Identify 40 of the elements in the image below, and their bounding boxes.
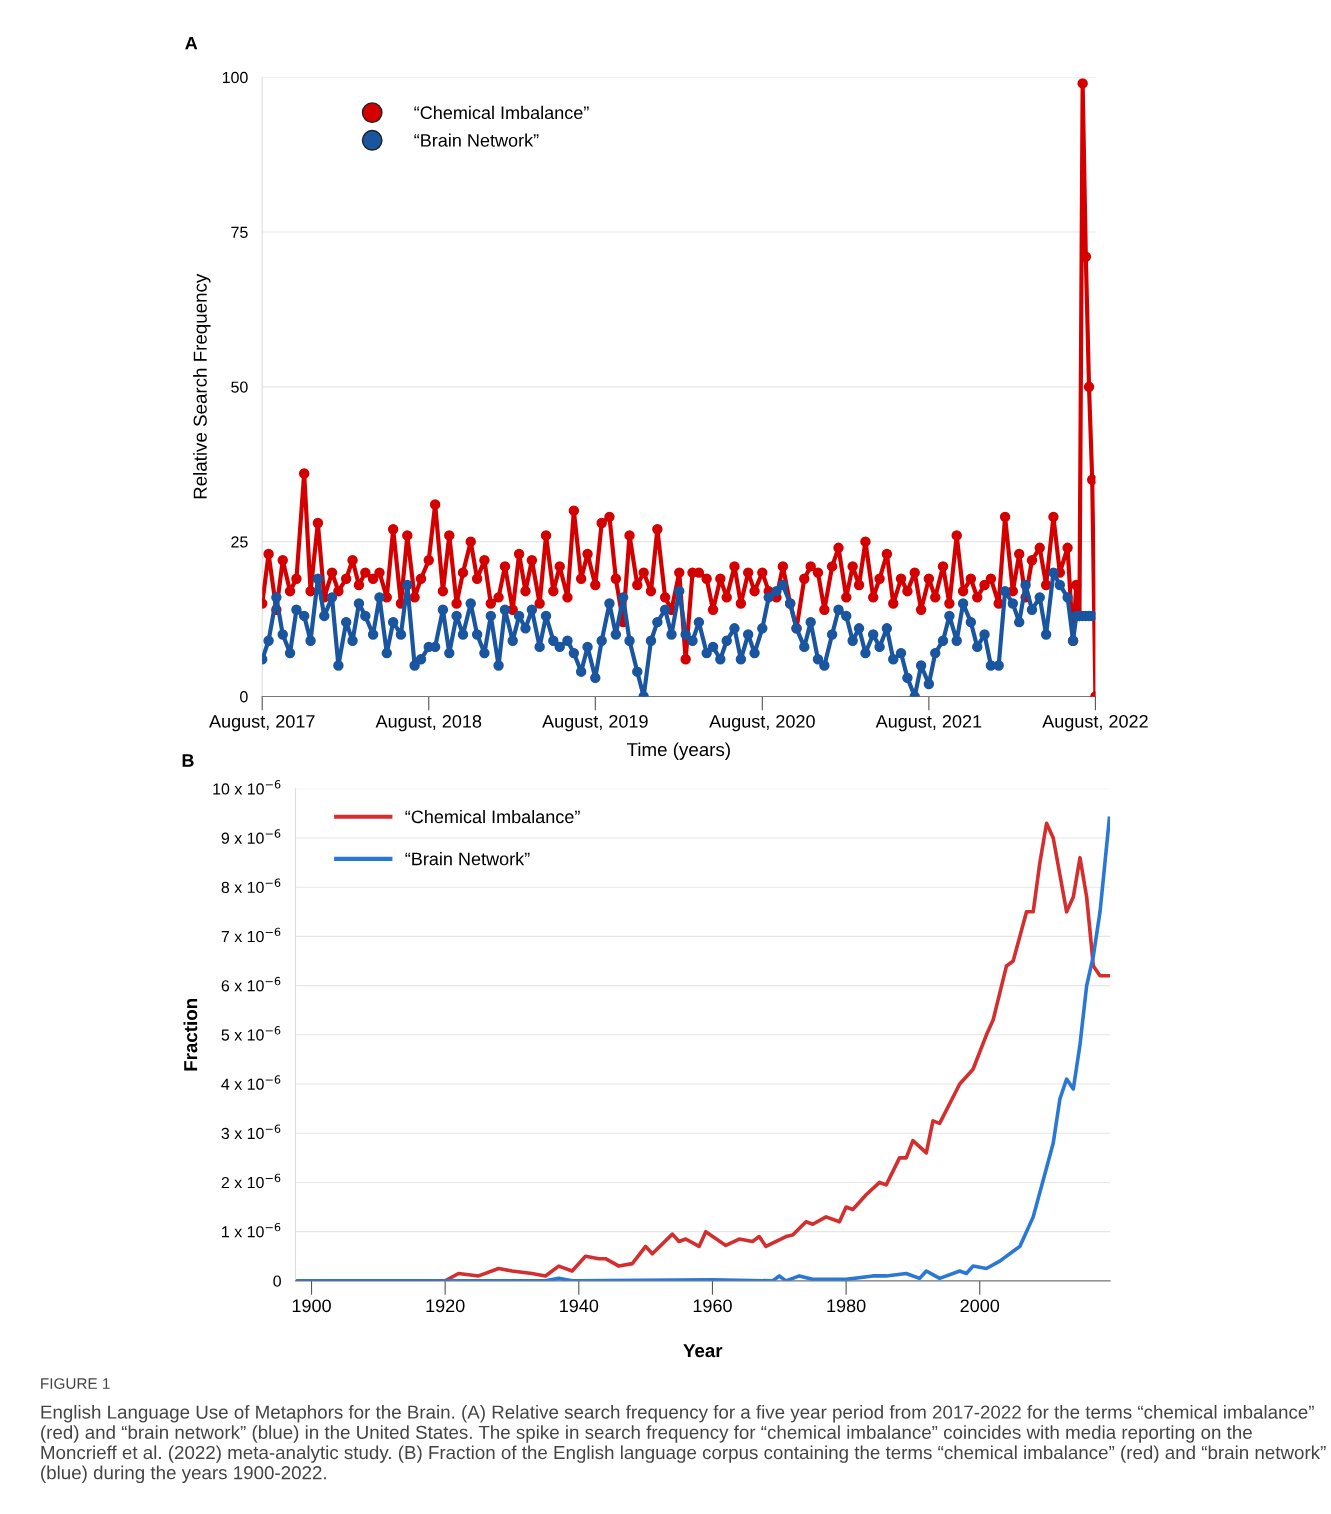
caption: FIGURE 1	[41, 1378, 110, 1389]
y-tick-label: 100	[222, 71, 248, 84]
y-tick-label: 7 x 10$^{−6}$	[221, 927, 281, 943]
x-axis-title: Year	[683, 1344, 723, 1358]
y-tick-label: 5 x 10$^{−6}$	[221, 1026, 281, 1041]
y-tick-label: 6 x 10$^{−6}$	[221, 976, 281, 992]
legend-label: “Chemical Imbalance”	[414, 105, 589, 120]
x-tick-label: August, 2020	[709, 714, 815, 732]
x-tick-label: August, 2019	[542, 714, 648, 732]
text: B	[182, 754, 194, 767]
text: English Language Use of Metaphors for the Brain. (A) Relative search frequency for a five year period from 2017-2022 for the terms “chemical imbalance” (red) and “brain network” (blue) in the United States. The spike in search frequency for “chemical imbalance” coincides with media reporting on the Moncrieff et al. (2022) meta-analytic study. (B) Fraction of the English language corpus containing the terms “chemical imbalance” (red) and “brain network” (blue) during the years 1900-2022.	[41, 1404, 1326, 1484]
x-tick-label: 2000	[960, 1299, 1000, 1313]
y-axis-title: Fraction	[183, 998, 198, 1071]
y-axis-title: Relative Search Frequency	[193, 273, 211, 499]
legend-label: “Brain Network”	[414, 133, 539, 147]
y-tick-label: 10 x 10$^{−6}$	[213, 780, 281, 795]
x-tick-label: August, 2021	[875, 714, 982, 732]
x-tick-label: August, 2017	[209, 714, 315, 732]
x-tick-label: August, 2022	[1042, 714, 1148, 732]
y-tick-label: 9 x 10$^{−6}$	[221, 829, 281, 844]
x-tick-label: 1900	[292, 1299, 331, 1313]
x-tick-label: 1940	[560, 1299, 599, 1313]
x-tick-label: 1920	[426, 1299, 465, 1313]
x-tick-label: 1980	[827, 1299, 866, 1313]
y-tick-label: 25	[231, 536, 248, 548]
x-tick-label: 1960	[693, 1299, 732, 1313]
y-tick-label: 4 x 10$^{−6}$	[221, 1075, 281, 1090]
y-tick-label: 3 x 10$^{−6}$	[221, 1124, 281, 1140]
x-tick-label: August, 2018	[375, 714, 482, 732]
y-tick-label: 0	[273, 1275, 281, 1287]
y-tick-label: 8 x 10$^{−6}$	[221, 878, 281, 894]
legend-label: “Brain Network”	[405, 852, 530, 866]
legend-label: “Chemical Imbalance”	[405, 809, 580, 824]
y-tick-label: 2 x 10$^{−6}$	[221, 1173, 281, 1189]
y-tick-label: 1 x 10$^{−6}$	[222, 1222, 281, 1238]
text: A	[185, 36, 198, 50]
y-tick-label: 0	[240, 691, 248, 703]
x-axis-title: Time (years)	[626, 742, 730, 760]
y-tick-label: 50	[231, 381, 248, 393]
y-tick-label: 75	[231, 226, 248, 238]
